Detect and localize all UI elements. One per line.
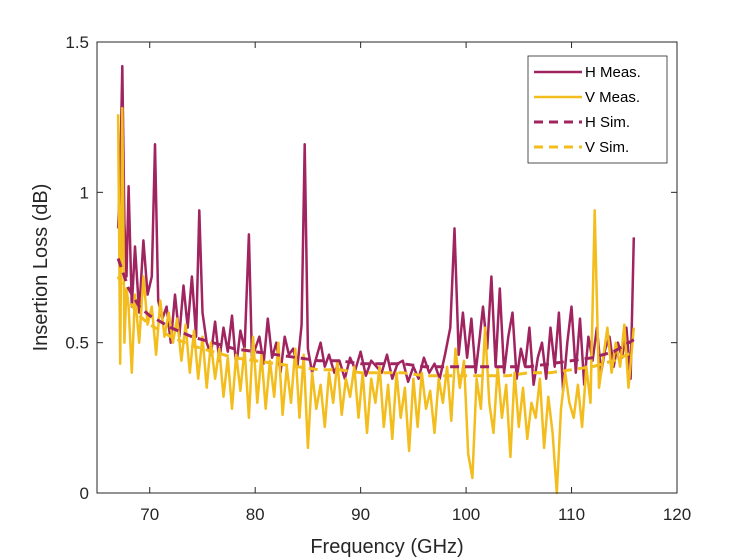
y-tick-label: 0	[80, 484, 89, 503]
legend-label: H Meas.	[585, 64, 641, 81]
y-tick-label: 1	[80, 183, 89, 202]
series-line-h-meas	[116, 64, 636, 393]
legend: H Meas. V Meas. H Sim. V Sim.	[527, 55, 668, 164]
legend-label: H Sim.	[585, 114, 630, 131]
y-tick-label: 1.5	[65, 33, 89, 52]
plot-area-frame	[96, 41, 678, 494]
series-line-v-meas	[116, 106, 636, 495]
x-tick-label: 110	[558, 505, 585, 524]
x-tick-label: 100	[452, 505, 480, 524]
axis-ticks-group: 70 80 90 100 110 120 0 0.5 1 1.5	[65, 33, 691, 524]
x-tick-label: 90	[351, 505, 370, 524]
x-tick-label: 70	[140, 505, 159, 524]
x-tick-label: 120	[663, 505, 691, 524]
legend-label: V Meas.	[585, 89, 640, 106]
series-line-v-sim	[116, 275, 635, 378]
x-axis-label: Frequency (GHz)	[310, 536, 463, 558]
legend-box	[527, 55, 668, 164]
y-tick-label: 0.5	[65, 334, 89, 353]
plot-series-group	[116, 64, 636, 495]
series-line-h-sim	[116, 258, 635, 369]
y-axis-label: Insertion Loss (dB)	[30, 184, 52, 352]
x-tick-label: 80	[246, 505, 265, 524]
legend-label: V Sim.	[585, 139, 629, 156]
